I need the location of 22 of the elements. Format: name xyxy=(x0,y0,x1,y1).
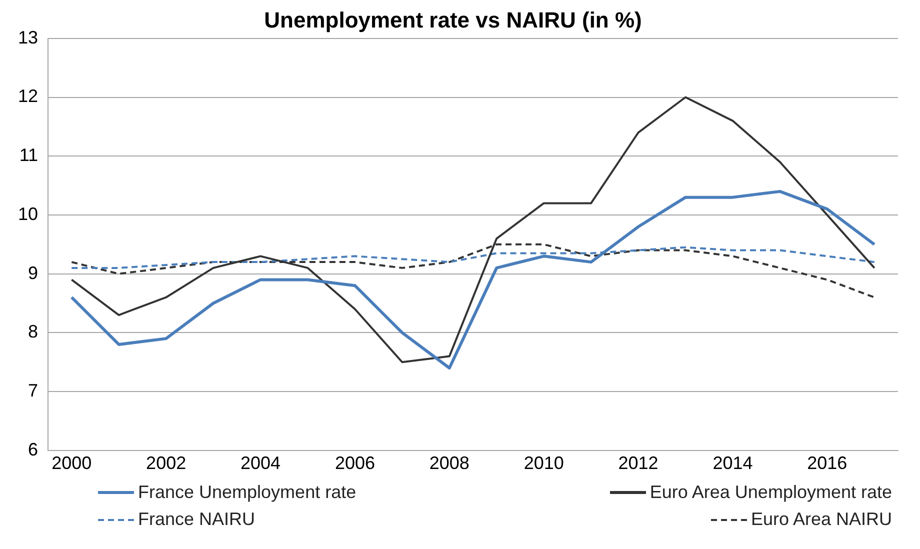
legend-label: France Unemployment rate xyxy=(138,482,356,503)
y-tick-label: 11 xyxy=(19,145,38,166)
x-tick-label: 2004 xyxy=(240,453,281,474)
x-tick-label: 2016 xyxy=(807,453,848,474)
y-tick-label: 13 xyxy=(18,27,38,48)
x-tick-label: 2012 xyxy=(618,453,658,474)
x-tick-label: 2000 xyxy=(52,453,92,474)
y-tick-label: 9 xyxy=(28,262,38,283)
legend-label: Euro Area Unemployment rate xyxy=(650,482,892,503)
x-tick-label: 2006 xyxy=(334,453,375,474)
x-tick-label: 2002 xyxy=(146,453,186,474)
x-tick-label: 2014 xyxy=(712,453,753,474)
x-tick-label: 2010 xyxy=(524,453,564,474)
y-tick-label: 8 xyxy=(28,322,38,342)
chart-title: Unemployment rate vs NAIRU (in %) xyxy=(264,7,642,32)
x-tick-label: 2008 xyxy=(429,453,470,474)
legend-label: Euro Area NAIRU xyxy=(750,509,892,530)
y-tick-label: 6 xyxy=(28,439,38,460)
y-tick-label: 10 xyxy=(18,204,38,224)
y-tick-label: 7 xyxy=(28,380,38,401)
legend-label: France NAIRU xyxy=(138,509,256,530)
y-tick-label: 12 xyxy=(18,86,38,106)
